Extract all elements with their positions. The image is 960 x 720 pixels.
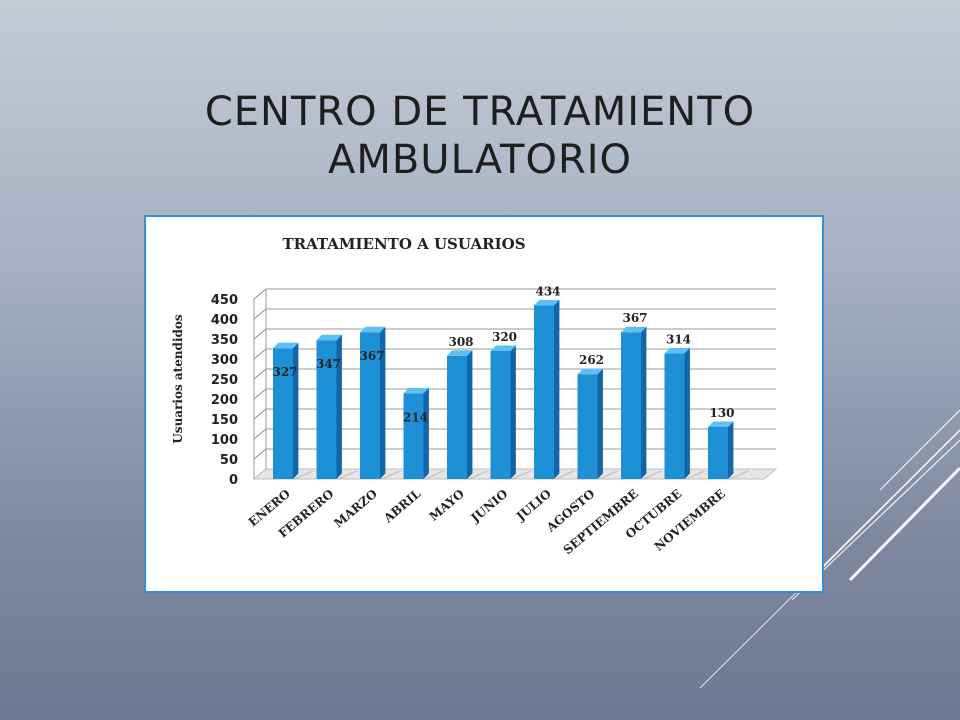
- bar-shadow: [684, 471, 707, 479]
- bar-chart: TRATAMIENTO A USUARIOS Usuarios atendidos…: [171, 235, 778, 558]
- bar: [360, 332, 380, 479]
- gridline-diagonal: [253, 428, 267, 440]
- bar: [534, 305, 554, 479]
- gridline-diagonal: [253, 388, 267, 400]
- y-tick-label: 0: [229, 473, 238, 488]
- gridline-diagonal: [253, 328, 267, 340]
- bar: [316, 340, 337, 479]
- bar-side: [728, 421, 734, 479]
- bar-side: [293, 342, 299, 479]
- bar-shadow: [467, 471, 489, 479]
- y-tick-label: 100: [211, 433, 238, 448]
- bar: [490, 351, 511, 479]
- gridline-diagonal: [253, 408, 267, 420]
- bar-side: [467, 350, 473, 479]
- bar-top: [490, 345, 516, 351]
- bar-side: [510, 345, 516, 479]
- bar-shadow: [293, 471, 315, 479]
- slide-title-line-2: AMBULATORIO: [327, 137, 633, 183]
- y-tick-label: 350: [211, 333, 238, 348]
- bar-shadow: [597, 471, 620, 479]
- bar: [447, 355, 467, 479]
- bar: [577, 374, 598, 479]
- data-label: 130: [709, 406, 734, 420]
- bar-top: [447, 350, 473, 356]
- x-tick-label: JULIO: [513, 487, 554, 525]
- data-label: 214: [403, 410, 428, 424]
- bar-side: [684, 347, 690, 479]
- bar-side: [380, 326, 386, 479]
- data-label: 262: [579, 353, 604, 367]
- y-tick-label: 50: [220, 453, 238, 468]
- bar-shadow: [728, 471, 750, 479]
- y-tick-label: 200: [211, 393, 238, 408]
- bar-top: [403, 387, 429, 394]
- bar-side: [641, 326, 647, 479]
- y-tick-label: 250: [211, 373, 238, 388]
- bar: [403, 393, 424, 479]
- bar-side: [554, 299, 560, 479]
- bar-shadow: [554, 471, 576, 479]
- bar-top: [664, 347, 690, 354]
- data-label: 308: [448, 335, 473, 349]
- bar-shadow: [380, 471, 402, 479]
- bar-shadow: [641, 471, 663, 479]
- x-tick-label: JUNIO: [468, 487, 511, 526]
- bar: [664, 353, 685, 479]
- bar-top: [360, 326, 386, 333]
- data-label: 327: [272, 365, 297, 379]
- y-axis-label: Usuarios atendidos: [171, 314, 185, 444]
- bar-top: [316, 334, 342, 341]
- bar-side: [423, 387, 429, 479]
- bar-top: [577, 368, 603, 375]
- y-tick-label: 300: [211, 353, 238, 368]
- data-label: 347: [316, 357, 341, 371]
- bar-shadow: [510, 471, 533, 479]
- chart-title: TRATAMIENTO A USUARIOS: [282, 235, 525, 253]
- x-tick-label: MARZO: [331, 487, 380, 531]
- bar-top: [534, 299, 560, 306]
- x-tick-label: SEPTIEMBRE: [561, 487, 641, 558]
- y-tick-label: 450: [211, 293, 238, 308]
- bar: [273, 348, 293, 479]
- bar: [708, 427, 728, 479]
- gridline-diagonal: [253, 368, 267, 380]
- data-label: 434: [535, 284, 560, 298]
- y-tick-label: 400: [211, 313, 238, 328]
- bar-shadow: [423, 471, 446, 479]
- data-label: 367: [359, 349, 384, 363]
- slide-title: CENTRO DE TRATAMIENTO AMBULATORIO: [0, 88, 960, 184]
- chart-frame: TRATAMIENTO A USUARIOS Usuarios atendidos…: [144, 215, 824, 593]
- y-tick-label: 150: [211, 413, 238, 428]
- data-label: 314: [666, 332, 691, 346]
- data-label: 320: [492, 330, 517, 344]
- bar-top: [273, 342, 299, 349]
- bar-top: [621, 326, 647, 333]
- bar-side: [597, 368, 603, 479]
- x-tick-label: MAYO: [427, 487, 467, 524]
- slide-title-line-1: CENTRO DE TRATAMIENTO: [204, 89, 756, 135]
- x-tick-label: ABRIL: [380, 486, 424, 526]
- gridline-diagonal: [253, 448, 267, 460]
- bar-shadow: [336, 471, 359, 479]
- gridline-diagonal: [253, 348, 267, 360]
- gridline-diagonal: [253, 308, 267, 320]
- data-label: 367: [622, 311, 647, 325]
- gridline-diagonal: [253, 288, 267, 300]
- bar-top: [708, 421, 734, 427]
- bar: [621, 332, 641, 479]
- bar-side: [336, 334, 342, 479]
